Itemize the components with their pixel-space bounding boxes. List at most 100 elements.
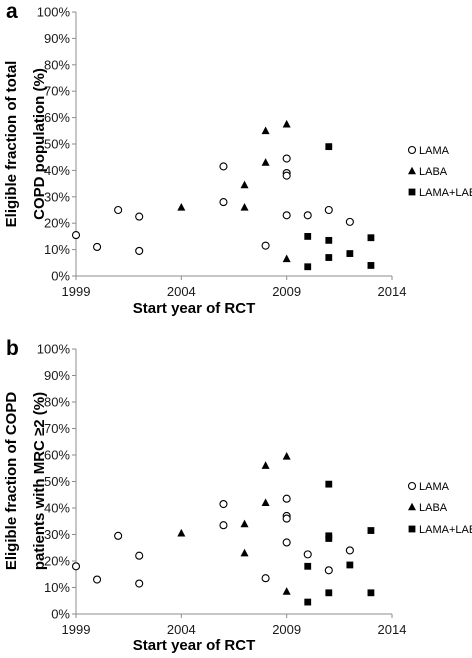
x-tick-label: 2004 — [167, 284, 196, 299]
y-tick-label: 60% — [44, 448, 70, 463]
legend-marker-lama — [407, 481, 417, 491]
y-tick-label: 30% — [44, 189, 70, 204]
panel-letter: b — [6, 337, 19, 360]
y-tick-label: 100% — [37, 342, 71, 357]
data-point-lama — [135, 246, 144, 255]
x-tick-label: 2014 — [378, 622, 407, 637]
panel-letter: a — [6, 0, 18, 23]
data-point-lama — [261, 574, 270, 583]
data-point-laba — [240, 548, 249, 557]
y-axis-title-line: patients with MRC ≥2 (%) — [31, 392, 48, 570]
data-point-laba — [282, 587, 291, 595]
y-axis-title-line: Eligible fraction of COPD — [3, 392, 20, 571]
panel-a: a 0% 10% 20% 30% 40% 50% 60% 70% 80% 90% 100% 1999 20… — [3, 0, 472, 317]
legend-label-lama: LAMA — [419, 481, 450, 493]
data-point-laba — [177, 528, 186, 537]
x-tick-label: 2004 — [167, 622, 196, 637]
y-tick-label: 70% — [44, 421, 70, 436]
y-tick-label: 0% — [51, 269, 70, 284]
legend-marker-lama-laba — [408, 188, 416, 196]
data-point-lama — [303, 550, 312, 559]
x-tick-label: 1999 — [62, 622, 91, 637]
data-point-lama — [345, 546, 354, 555]
y-tick-label: 20% — [44, 554, 70, 569]
data-point-lama — [324, 566, 333, 575]
data-point-lama — [219, 521, 228, 530]
data-point-laba — [282, 254, 291, 263]
data-point-lama-laba — [304, 562, 312, 570]
data-point-lama-laba — [346, 561, 354, 569]
y-tick-label: 0% — [51, 607, 70, 622]
data-point-laba — [261, 126, 270, 135]
y-tick-label: 40% — [44, 163, 70, 178]
legend-label-laba: LABA — [419, 166, 448, 178]
data-point-laba — [261, 158, 270, 166]
data-point-lama-laba — [325, 589, 333, 597]
data-point-lama — [282, 211, 291, 220]
y-tick-label: 80% — [44, 57, 70, 72]
data-point-lama — [135, 212, 144, 221]
y-tick-label: 10% — [44, 580, 70, 595]
x-axis-title: Start year of RCT — [133, 637, 256, 654]
data-point-lama — [282, 171, 291, 180]
data-point-lama — [135, 579, 144, 588]
data-point-laba — [261, 498, 270, 506]
data-point-lama — [261, 241, 270, 250]
x-tick-label: 2014 — [378, 284, 407, 299]
x-tick-label: 2009 — [272, 284, 301, 299]
data-point-lama-laba — [325, 254, 333, 261]
x-tick-label: 1999 — [62, 284, 91, 299]
data-point-lama — [71, 562, 81, 571]
y-tick-label: 80% — [44, 395, 70, 410]
data-point-lama — [219, 499, 228, 509]
data-point-lama — [345, 217, 354, 226]
data-point-lama-laba — [304, 263, 312, 271]
data-point-laba — [240, 180, 249, 189]
legend-label-lama-laba: LAMA+LABA — [419, 524, 472, 536]
data-point-laba — [240, 203, 249, 211]
x-tick-label: 2009 — [272, 622, 301, 637]
data-point-lama — [219, 162, 228, 171]
data-point-lama — [303, 211, 312, 220]
data-point-lama — [71, 231, 81, 240]
y-tick-label: 100% — [37, 5, 71, 20]
y-tick-label: 20% — [44, 216, 70, 231]
y-tick-label: 10% — [44, 242, 70, 257]
y-tick-label: 70% — [44, 84, 70, 99]
y-tick-label: 30% — [44, 527, 70, 542]
y-tick-label: 40% — [44, 501, 70, 516]
data-point-lama-laba — [367, 262, 375, 269]
data-point-lama-laba — [346, 250, 354, 257]
data-point-lama — [282, 154, 291, 163]
data-point-laba — [261, 461, 270, 469]
panel-b: b 0% 10% 20% 30% 40% 50% 60% 70% 80% 90% 100% 1999 20… — [3, 337, 472, 654]
data-point-lama — [93, 575, 102, 584]
data-point-lama-laba — [304, 233, 312, 240]
data-point-lama-laba — [325, 236, 333, 244]
data-point-lama-laba — [367, 234, 375, 242]
data-point-lama-laba — [325, 143, 333, 151]
data-point-laba — [282, 452, 291, 460]
data-point-lama — [219, 198, 228, 207]
legend-marker-laba — [408, 502, 416, 511]
data-point-lama — [282, 514, 291, 523]
data-point-lama — [93, 242, 102, 252]
y-tick-label: 50% — [44, 474, 70, 489]
data-point-lama — [135, 551, 144, 560]
data-point-lama — [282, 538, 291, 547]
legend-label-laba: LABA — [419, 502, 448, 514]
legend-marker-lama — [407, 145, 417, 155]
legend-marker-laba — [408, 166, 416, 175]
data-point-laba — [282, 119, 291, 128]
data-point-lama-laba — [367, 589, 375, 597]
y-tick-label: 90% — [44, 31, 70, 46]
x-axis-title: Start year of RCT — [133, 300, 256, 317]
legend-label-lama: LAMA — [419, 145, 450, 157]
data-point-lama-laba — [325, 480, 333, 488]
data-point-lama-laba — [367, 527, 375, 534]
y-axis-title-line: COPD population (%) — [31, 68, 48, 220]
legend-label-lama-laba: LAMA+LABA — [419, 187, 472, 199]
legend-marker-lama-laba — [408, 525, 416, 533]
y-axis-title-line: Eligible fraction of total — [3, 61, 20, 228]
